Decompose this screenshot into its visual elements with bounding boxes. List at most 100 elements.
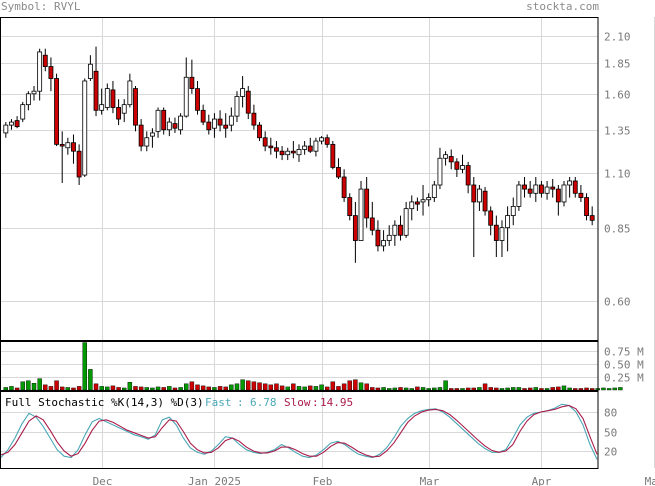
volume-bar	[167, 386, 172, 391]
volume-bar	[313, 386, 319, 391]
candle-body	[313, 140, 319, 152]
volume-bar	[398, 387, 403, 391]
volume-bar	[82, 342, 87, 391]
volume-bar	[432, 387, 437, 391]
volume-bar	[324, 386, 330, 391]
candle-body	[539, 184, 544, 194]
volume-bar	[37, 378, 42, 391]
volume-bar	[381, 387, 386, 391]
volume-bar	[556, 386, 561, 391]
volume-bar	[415, 386, 420, 391]
volume-bar	[358, 382, 364, 391]
candle-body	[37, 51, 43, 92]
candle-body	[465, 165, 471, 186]
volume-bar	[105, 386, 110, 391]
volume-bar	[567, 387, 572, 391]
slow-legend-colon: :	[312, 396, 319, 409]
symbol-label: Symbol: RVYL	[1, 0, 81, 13]
candle-body	[555, 188, 561, 203]
candle-body	[166, 121, 172, 131]
volume-bar	[494, 387, 499, 391]
candle-body	[510, 205, 516, 216]
price-tick-label: 1.35	[604, 125, 631, 138]
candle-body	[302, 145, 308, 150]
candle-body	[330, 143, 336, 168]
volume-bar	[178, 387, 183, 391]
candle-body	[578, 192, 584, 198]
volume-bar	[612, 387, 617, 391]
volume-bar	[262, 383, 268, 391]
volume-bar	[302, 386, 307, 391]
candle-body	[228, 115, 234, 126]
volume-bar	[65, 387, 71, 391]
candle-body	[386, 234, 392, 241]
volume-bar	[511, 387, 516, 391]
candle-body	[561, 184, 567, 203]
candle-body	[437, 157, 443, 186]
volume-bar	[353, 379, 358, 391]
volume-bar	[319, 384, 324, 391]
candle-body	[522, 184, 527, 190]
x-tick-label: May	[645, 475, 655, 486]
candle-body	[206, 121, 212, 131]
candle-body	[223, 124, 229, 129]
x-tick-label: Jan 2025	[188, 475, 241, 486]
volume-bar	[212, 387, 217, 391]
candle-body	[42, 54, 48, 67]
candle-body	[493, 224, 499, 241]
volume-bar	[460, 388, 465, 391]
volume-bar	[200, 385, 206, 391]
candle-body	[364, 188, 370, 219]
volume-bar	[150, 387, 155, 391]
volume-bar	[88, 369, 93, 391]
candle-body	[127, 80, 133, 106]
volume-bar	[403, 387, 409, 391]
volume-bar	[14, 387, 20, 391]
volume-bar	[392, 387, 398, 391]
volume-bar	[229, 384, 234, 391]
volume-bar	[336, 386, 341, 391]
x-tick-label: Mar	[420, 475, 440, 486]
candle-body	[133, 88, 138, 126]
volume-bar	[161, 387, 166, 391]
volume-tick-label: 0.75 M	[604, 346, 644, 359]
volume-bar	[589, 388, 595, 391]
volume-bar	[155, 386, 161, 391]
candle-body	[121, 104, 127, 114]
candle-body	[414, 201, 420, 205]
volume-bar	[516, 387, 522, 391]
volume-bar	[477, 387, 482, 391]
candle-body	[31, 90, 37, 95]
candle-body	[138, 124, 144, 147]
candle-body	[104, 88, 110, 108]
volume-bar	[121, 387, 127, 391]
candle-body	[110, 89, 116, 108]
volume-bar	[465, 387, 471, 391]
volume-bar	[499, 388, 505, 391]
candle-body	[155, 109, 161, 132]
axis-labels: Dec Jan 2025 Feb Mar Apr May 2.10 1.85 1.60 1.35 1…	[93, 31, 655, 486]
candle-body	[290, 150, 296, 154]
volume-bar	[443, 380, 448, 391]
candle-body	[589, 215, 595, 221]
candle-body	[149, 132, 155, 137]
volume-bar	[110, 385, 116, 391]
candle-body	[20, 104, 26, 120]
volume-bar	[533, 387, 539, 391]
fast-legend-colon: :	[237, 396, 244, 409]
candle-body	[195, 88, 200, 111]
fast-legend-value: 6.78	[250, 396, 277, 409]
volume-bar	[133, 386, 138, 391]
candle-body	[9, 121, 14, 126]
volume-bar	[251, 381, 257, 391]
volume-bar	[561, 385, 567, 391]
volume-bar	[364, 383, 369, 391]
candle-body	[567, 180, 573, 186]
price-tick-label: 0.85	[604, 223, 631, 236]
volume-bar	[268, 384, 274, 391]
candle-body	[375, 229, 381, 247]
candle-body	[257, 124, 262, 139]
candle-body	[358, 188, 364, 241]
candle-body	[336, 167, 341, 178]
candle-body	[200, 109, 206, 123]
